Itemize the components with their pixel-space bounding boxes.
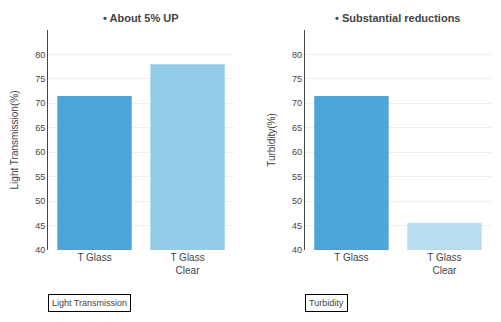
svg-text:Turbidity: Turbidity — [309, 298, 344, 308]
svg-text:Light Transmission: Light Transmission — [52, 298, 127, 308]
svg-text:T GlassClear: T GlassClear — [170, 252, 204, 276]
svg-text:70: 70 — [35, 98, 45, 108]
svg-text:40: 40 — [292, 245, 302, 255]
svg-text:55: 55 — [292, 172, 302, 182]
svg-text:70: 70 — [292, 98, 302, 108]
svg-text:80: 80 — [35, 50, 45, 60]
svg-text:65: 65 — [35, 123, 45, 133]
svg-text:60: 60 — [35, 147, 45, 157]
svg-text:45: 45 — [35, 221, 45, 231]
svg-text:50: 50 — [292, 196, 302, 206]
svg-text:65: 65 — [292, 123, 302, 133]
svg-text:T GlassClear: T GlassClear — [427, 252, 461, 276]
svg-text:T Glass: T Glass — [334, 252, 368, 263]
svg-text:60: 60 — [292, 147, 302, 157]
svg-text:75: 75 — [35, 74, 45, 84]
svg-text:75: 75 — [292, 74, 302, 84]
svg-text:T Glass: T Glass — [77, 252, 111, 263]
svg-text:Turbidity(%): Turbidity(%) — [266, 113, 277, 167]
svg-text:Light Transmission(%): Light Transmission(%) — [9, 91, 20, 190]
svg-text:55: 55 — [35, 172, 45, 182]
svg-text:• Substantial reductions: • Substantial reductions — [335, 12, 460, 24]
svg-text:50: 50 — [35, 196, 45, 206]
svg-text:80: 80 — [292, 50, 302, 60]
svg-text:40: 40 — [35, 245, 45, 255]
svg-text:• About 5% UP: • About 5% UP — [103, 12, 179, 24]
svg-text:45: 45 — [292, 221, 302, 231]
